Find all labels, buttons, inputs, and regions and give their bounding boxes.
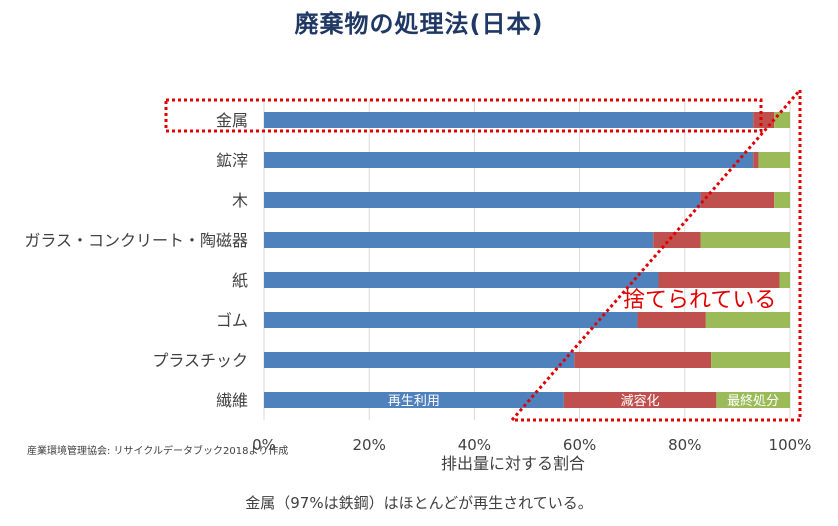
gridlines [263,100,791,420]
bar-segment [700,232,790,248]
bar-segment [264,352,575,368]
x-tick-label: 40% [458,436,491,454]
category-label: 鉱滓 [216,151,248,170]
series-labels: 再生利用 減容化 最終処分 [388,393,779,409]
bar-segment [716,392,790,408]
series-label: 減容化 [621,393,660,409]
bar-segment [711,352,790,368]
bar-series [264,112,790,408]
bar-segment [753,112,775,128]
bar-segment [779,272,790,288]
caption: 金属（97%は鉄鋼）はほとんどが再生されている。 [245,494,593,512]
x-tick-label: 100% [769,436,812,454]
x-tick-labels: 0% 20% 40% 60% 80% 100% [252,436,811,454]
discarded-region-outline [508,86,802,422]
x-tick-label: 60% [563,436,596,454]
metal-highlight-box [164,98,763,133]
category-label: ゴム [216,311,248,330]
category-label: 繊維 [216,391,248,410]
category-label: 木 [232,191,248,210]
bar-segment [264,112,754,128]
bar-segment [774,192,790,208]
category-label: 金属 [216,111,248,130]
source-note: 産業環境管理協会: リサイクルデータブック2018より作成 [27,446,289,457]
bar-segment [264,312,638,328]
chart-title: 廃棄物の処理法(日本) [294,10,544,38]
x-tick-label: 20% [353,436,386,454]
bar-segment [753,152,759,168]
bar-segment [574,352,712,368]
x-tick-label: 80% [668,436,701,454]
series-label: 再生利用 [388,394,440,409]
bar-segment [700,192,775,208]
bar-segment [774,112,790,128]
bar-segment [264,152,754,168]
bar-segment [563,392,717,408]
x-axis-title: 排出量に対する割合 [441,454,585,473]
discarded-annotation: 捨てられている [623,288,776,313]
bar-segment [264,192,701,208]
bar-segment [637,312,706,328]
series-label: 最終処分 [727,393,779,409]
bar-segment [264,392,564,408]
bar-segment [758,152,790,168]
bar-segment [653,232,701,248]
bar-segment [705,312,790,328]
bar-segment [264,232,654,248]
bar-segment [658,272,780,288]
category-label: 紙 [232,271,248,290]
x-tick-label: 0% [252,436,276,454]
category-label: ガラス・コンクリート・陶磁器 [24,231,248,250]
category-label: プラスチック [152,351,248,370]
bar-segment [264,272,659,288]
